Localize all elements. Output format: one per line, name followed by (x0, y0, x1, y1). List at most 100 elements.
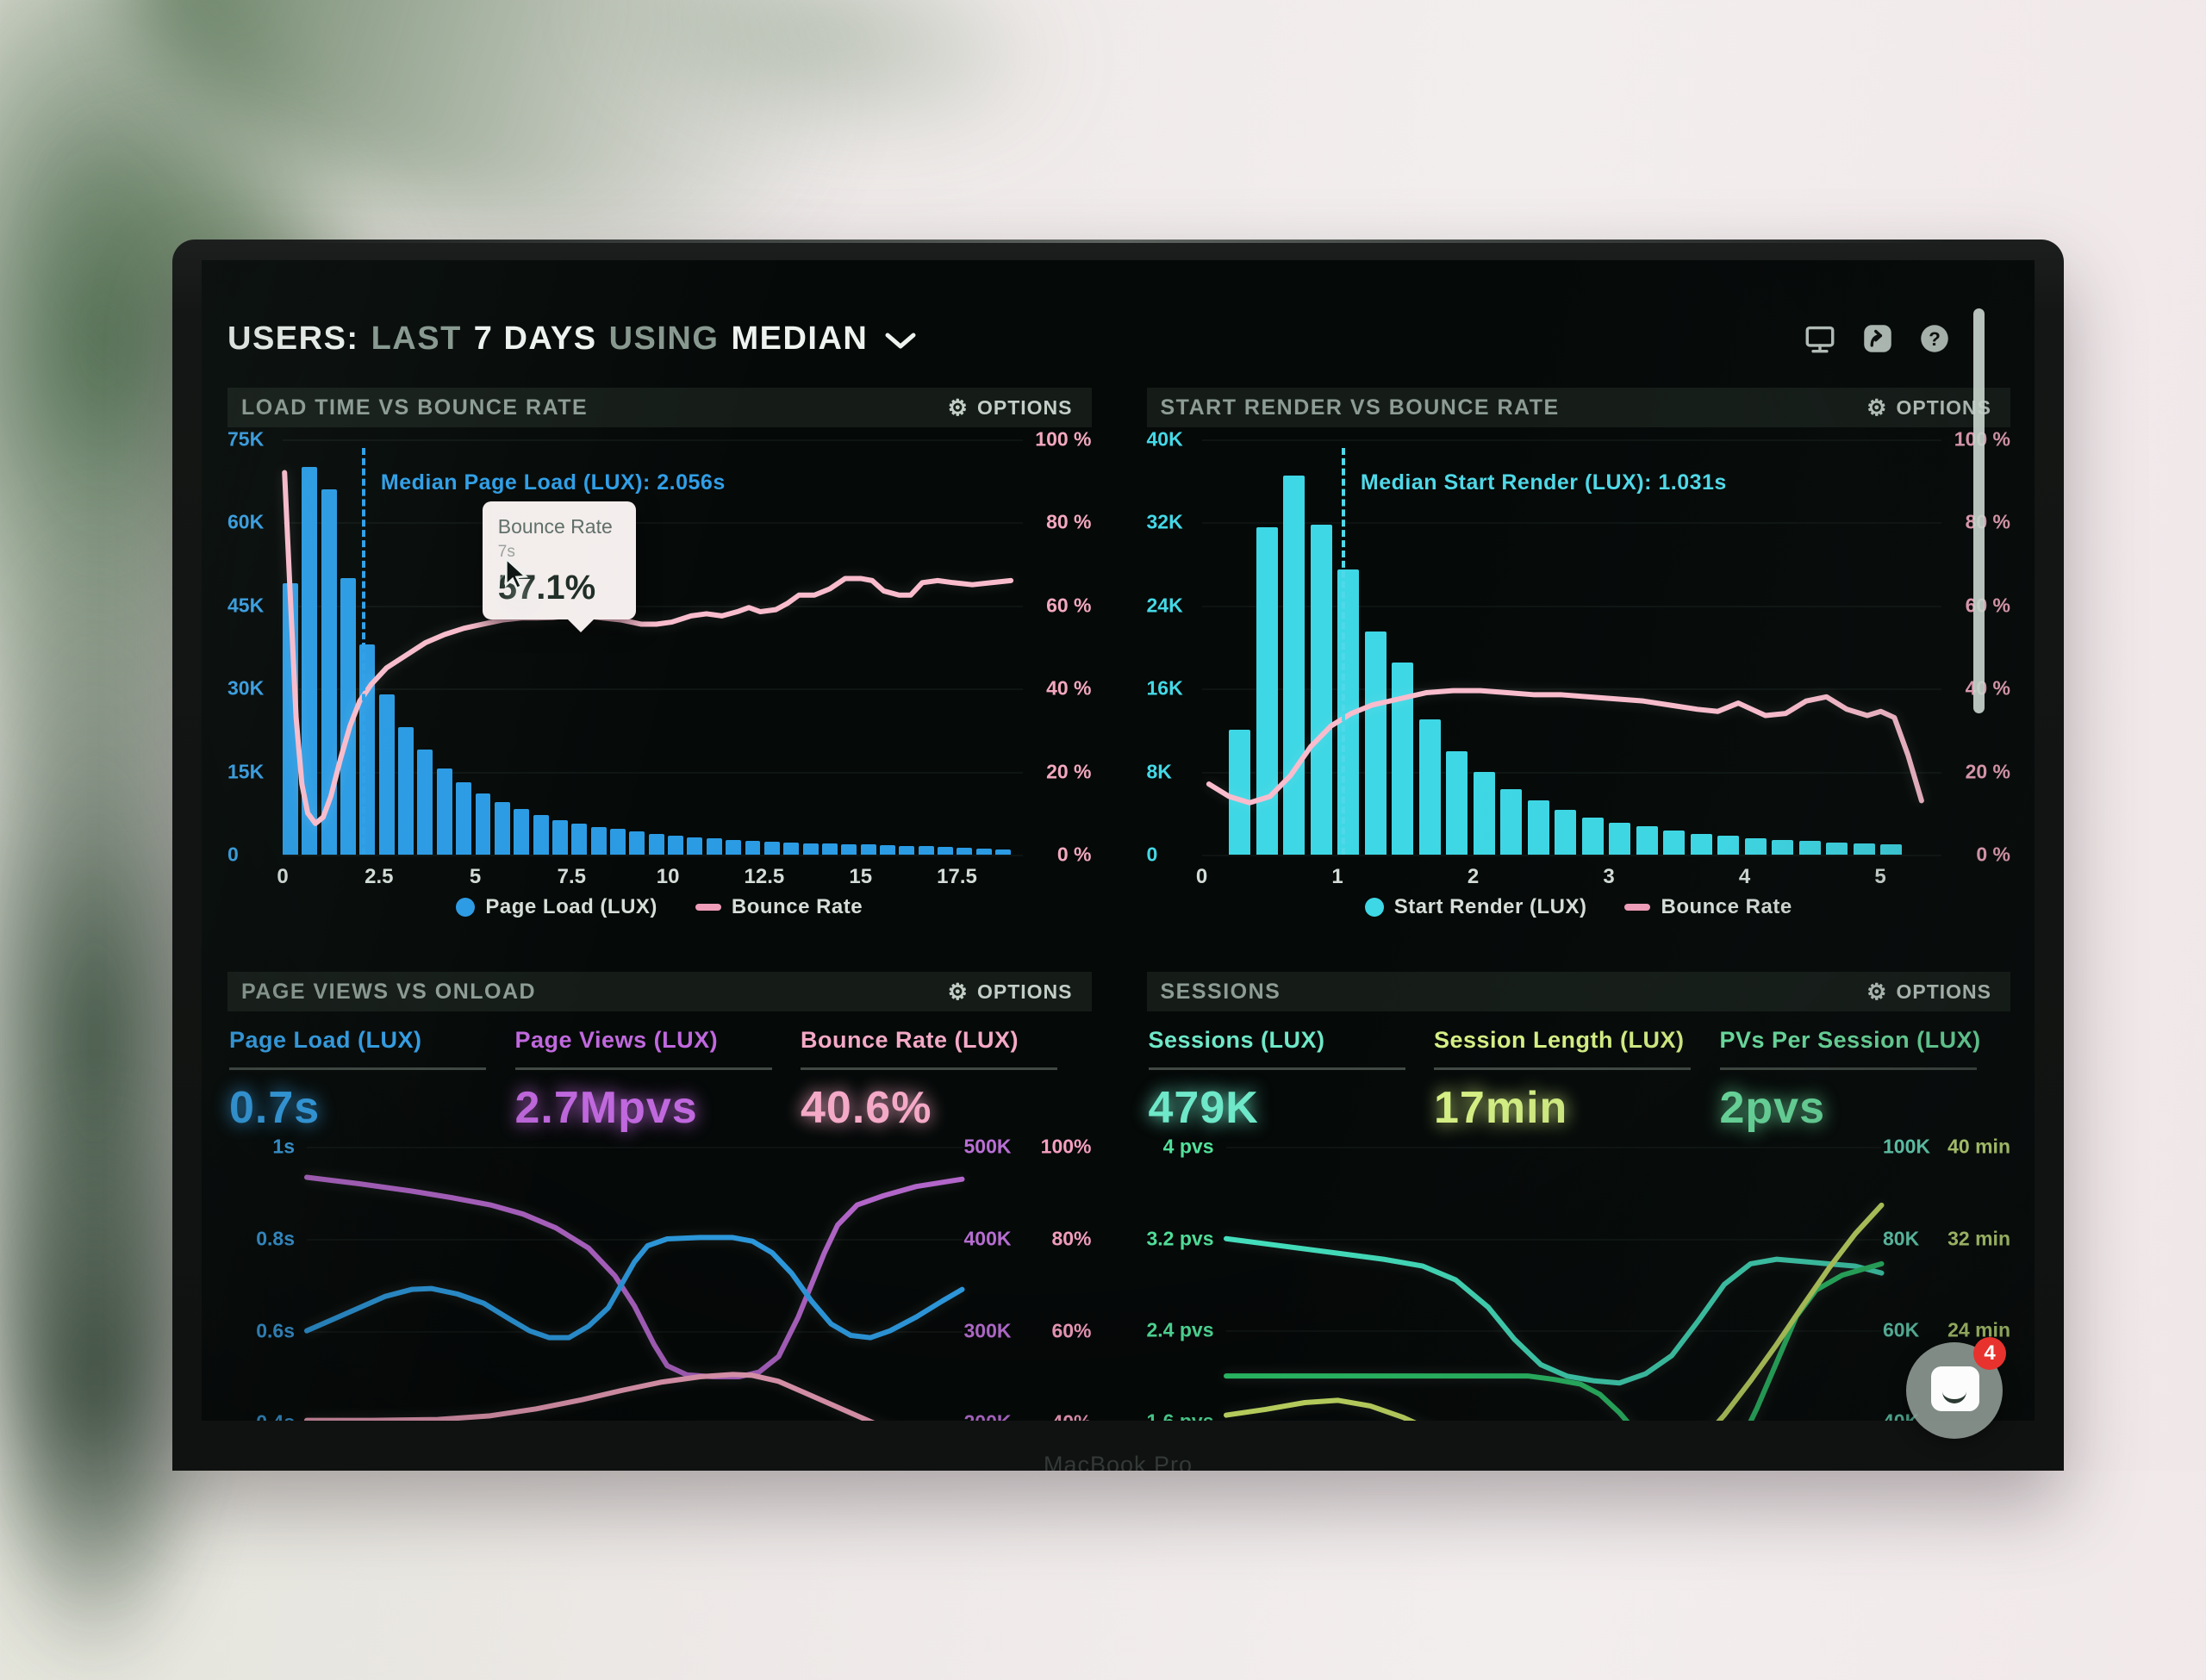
bar (1772, 840, 1794, 855)
metric-divider (229, 1067, 487, 1070)
users-filter-dropdown[interactable]: USERS: LAST 7 DAYS USING MEDIAN (227, 320, 916, 358)
axis-tick: 60 % (1965, 594, 2010, 617)
bar (1500, 789, 1523, 855)
bar (1418, 719, 1441, 855)
bar (1446, 750, 1468, 855)
metric-divider (1148, 1067, 1405, 1070)
metric-value: 2.7Mpvs (514, 1083, 698, 1133)
gridline (307, 1330, 963, 1333)
metric-divider (514, 1067, 772, 1070)
panel-load-time-vs-bounce-rate: LOAD TIME VS BOUNCE RATE ⚙ OPTIONS 75K 60… (227, 388, 1092, 925)
median-line: Median Page Load (LUX): 2.056s (361, 447, 725, 855)
dashboard: USERS: LAST 7 DAYS USING MEDIAN ? (202, 260, 2035, 1421)
metric-label: PVs Per Session (LUX) (1719, 1027, 1981, 1053)
axis-tick: 24K (1146, 594, 1183, 617)
axis-tick: 80 % (1965, 510, 2010, 533)
axis-tick: 1.6 pvs (1147, 1410, 1214, 1421)
tooltip-x-value: 7s (497, 543, 515, 562)
axis-tick: 30K (227, 676, 265, 700)
bar (726, 839, 742, 855)
bar (880, 845, 895, 855)
display-icon[interactable] (1804, 324, 1836, 353)
y-axis-right: 100 % 80 % 60 % 40 % 20 % 0 % (1026, 428, 1092, 866)
legend-item: Bounce Rate (695, 895, 863, 919)
axis-tick: 100 % (1035, 427, 1092, 451)
legend-item: Page Load (LUX) (456, 895, 657, 919)
axis-tick: 3 (1603, 865, 1615, 888)
legend-item: Bounce Rate (1624, 895, 1792, 919)
screen: USERS: LAST 7 DAYS USING MEDIAN ? (202, 260, 2035, 1421)
options-button[interactable]: ⚙ OPTIONS (943, 980, 1078, 1005)
axis-tick: 40 % (1965, 676, 2010, 700)
bar (456, 782, 472, 855)
metric-sessions: Sessions (LUX) 479K (1148, 1027, 1435, 1134)
panel-title: LOAD TIME VS BOUNCE RATE (241, 395, 589, 420)
plot-area (1226, 1142, 1882, 1421)
metric-divider (1434, 1067, 1692, 1070)
bar (802, 843, 819, 855)
bar (841, 843, 857, 855)
plot-area (307, 1142, 963, 1421)
bar (1229, 730, 1251, 855)
line-series (284, 473, 1011, 824)
bar (763, 842, 780, 855)
x-axis: 0 1 2 3 4 5 (1196, 858, 1942, 889)
bar (1636, 826, 1658, 855)
bar (398, 727, 414, 855)
bar (1690, 833, 1712, 855)
options-button[interactable]: ⚙ OPTIONS (943, 395, 1078, 420)
median-line: Median Start Render (LUX): 1.031s (1341, 447, 1726, 855)
axis-tick: 60K (227, 510, 265, 533)
bar (918, 846, 934, 855)
axis-tick: 100K 40 min (1883, 1135, 2010, 1158)
bar (514, 808, 530, 855)
panel-sessions: SESSIONS ⚙ OPTIONS Sessions (LUX) 479K (1146, 972, 2010, 1421)
bar (494, 801, 510, 855)
axis-tick: 17.5 (937, 865, 977, 888)
gridline (1201, 522, 1941, 525)
bar (706, 838, 722, 855)
bar (590, 826, 607, 855)
axis-tick: 80 % (1046, 510, 1092, 533)
axis-tick: 2.4 pvs (1146, 1318, 1214, 1341)
plant-leaf-blur (572, 0, 1082, 175)
bar (783, 842, 800, 855)
bar (571, 824, 588, 855)
axis-tick: 300K 60% (963, 1319, 1092, 1342)
tooltip-series: Bounce Rate (497, 515, 613, 538)
axis-tick: 8K (1146, 760, 1172, 783)
gridline (1225, 1329, 1881, 1332)
gridline (307, 1239, 963, 1241)
line-chart (1202, 439, 1942, 855)
svg-text:?: ? (1929, 328, 1941, 350)
metric-value: 479K (1148, 1083, 1259, 1133)
legend-label: Bounce Rate (1661, 895, 1792, 918)
options-button[interactable]: ⚙ OPTIONS (1861, 980, 1997, 1005)
line-series (1226, 1239, 1882, 1384)
gridline (1201, 855, 1941, 856)
axis-tick: 0.4s (256, 1411, 295, 1421)
scrollbar[interactable] (1973, 308, 1985, 713)
share-icon[interactable] (1862, 323, 1893, 354)
axis-tick: 2 (1467, 865, 1480, 888)
line-series (1226, 1205, 1882, 1421)
axis-tick: 1s (272, 1135, 295, 1158)
axis-tick: 4 pvs (1162, 1135, 1214, 1158)
gridline (283, 771, 1023, 774)
bar (1473, 771, 1495, 855)
chevron-down-icon (885, 333, 916, 349)
axis-tick: 16K (1146, 676, 1183, 700)
legend-label: Start Render (LUX) (1393, 895, 1587, 918)
plot-area: Median Start Render (LUX): 1.031s (1201, 439, 1942, 856)
help-icon[interactable]: ? (1919, 323, 1950, 354)
bar (1609, 822, 1631, 855)
chat-widget-button[interactable]: 4 (1906, 1337, 2006, 1439)
axis-tick: 40 % (1046, 676, 1092, 700)
title-last: LAST (371, 320, 462, 357)
median-label: Median Start Render (LUX): 1.031s (1360, 470, 1727, 495)
gear-icon: ⚙ (1866, 979, 1888, 1005)
line-series (1208, 691, 1921, 803)
